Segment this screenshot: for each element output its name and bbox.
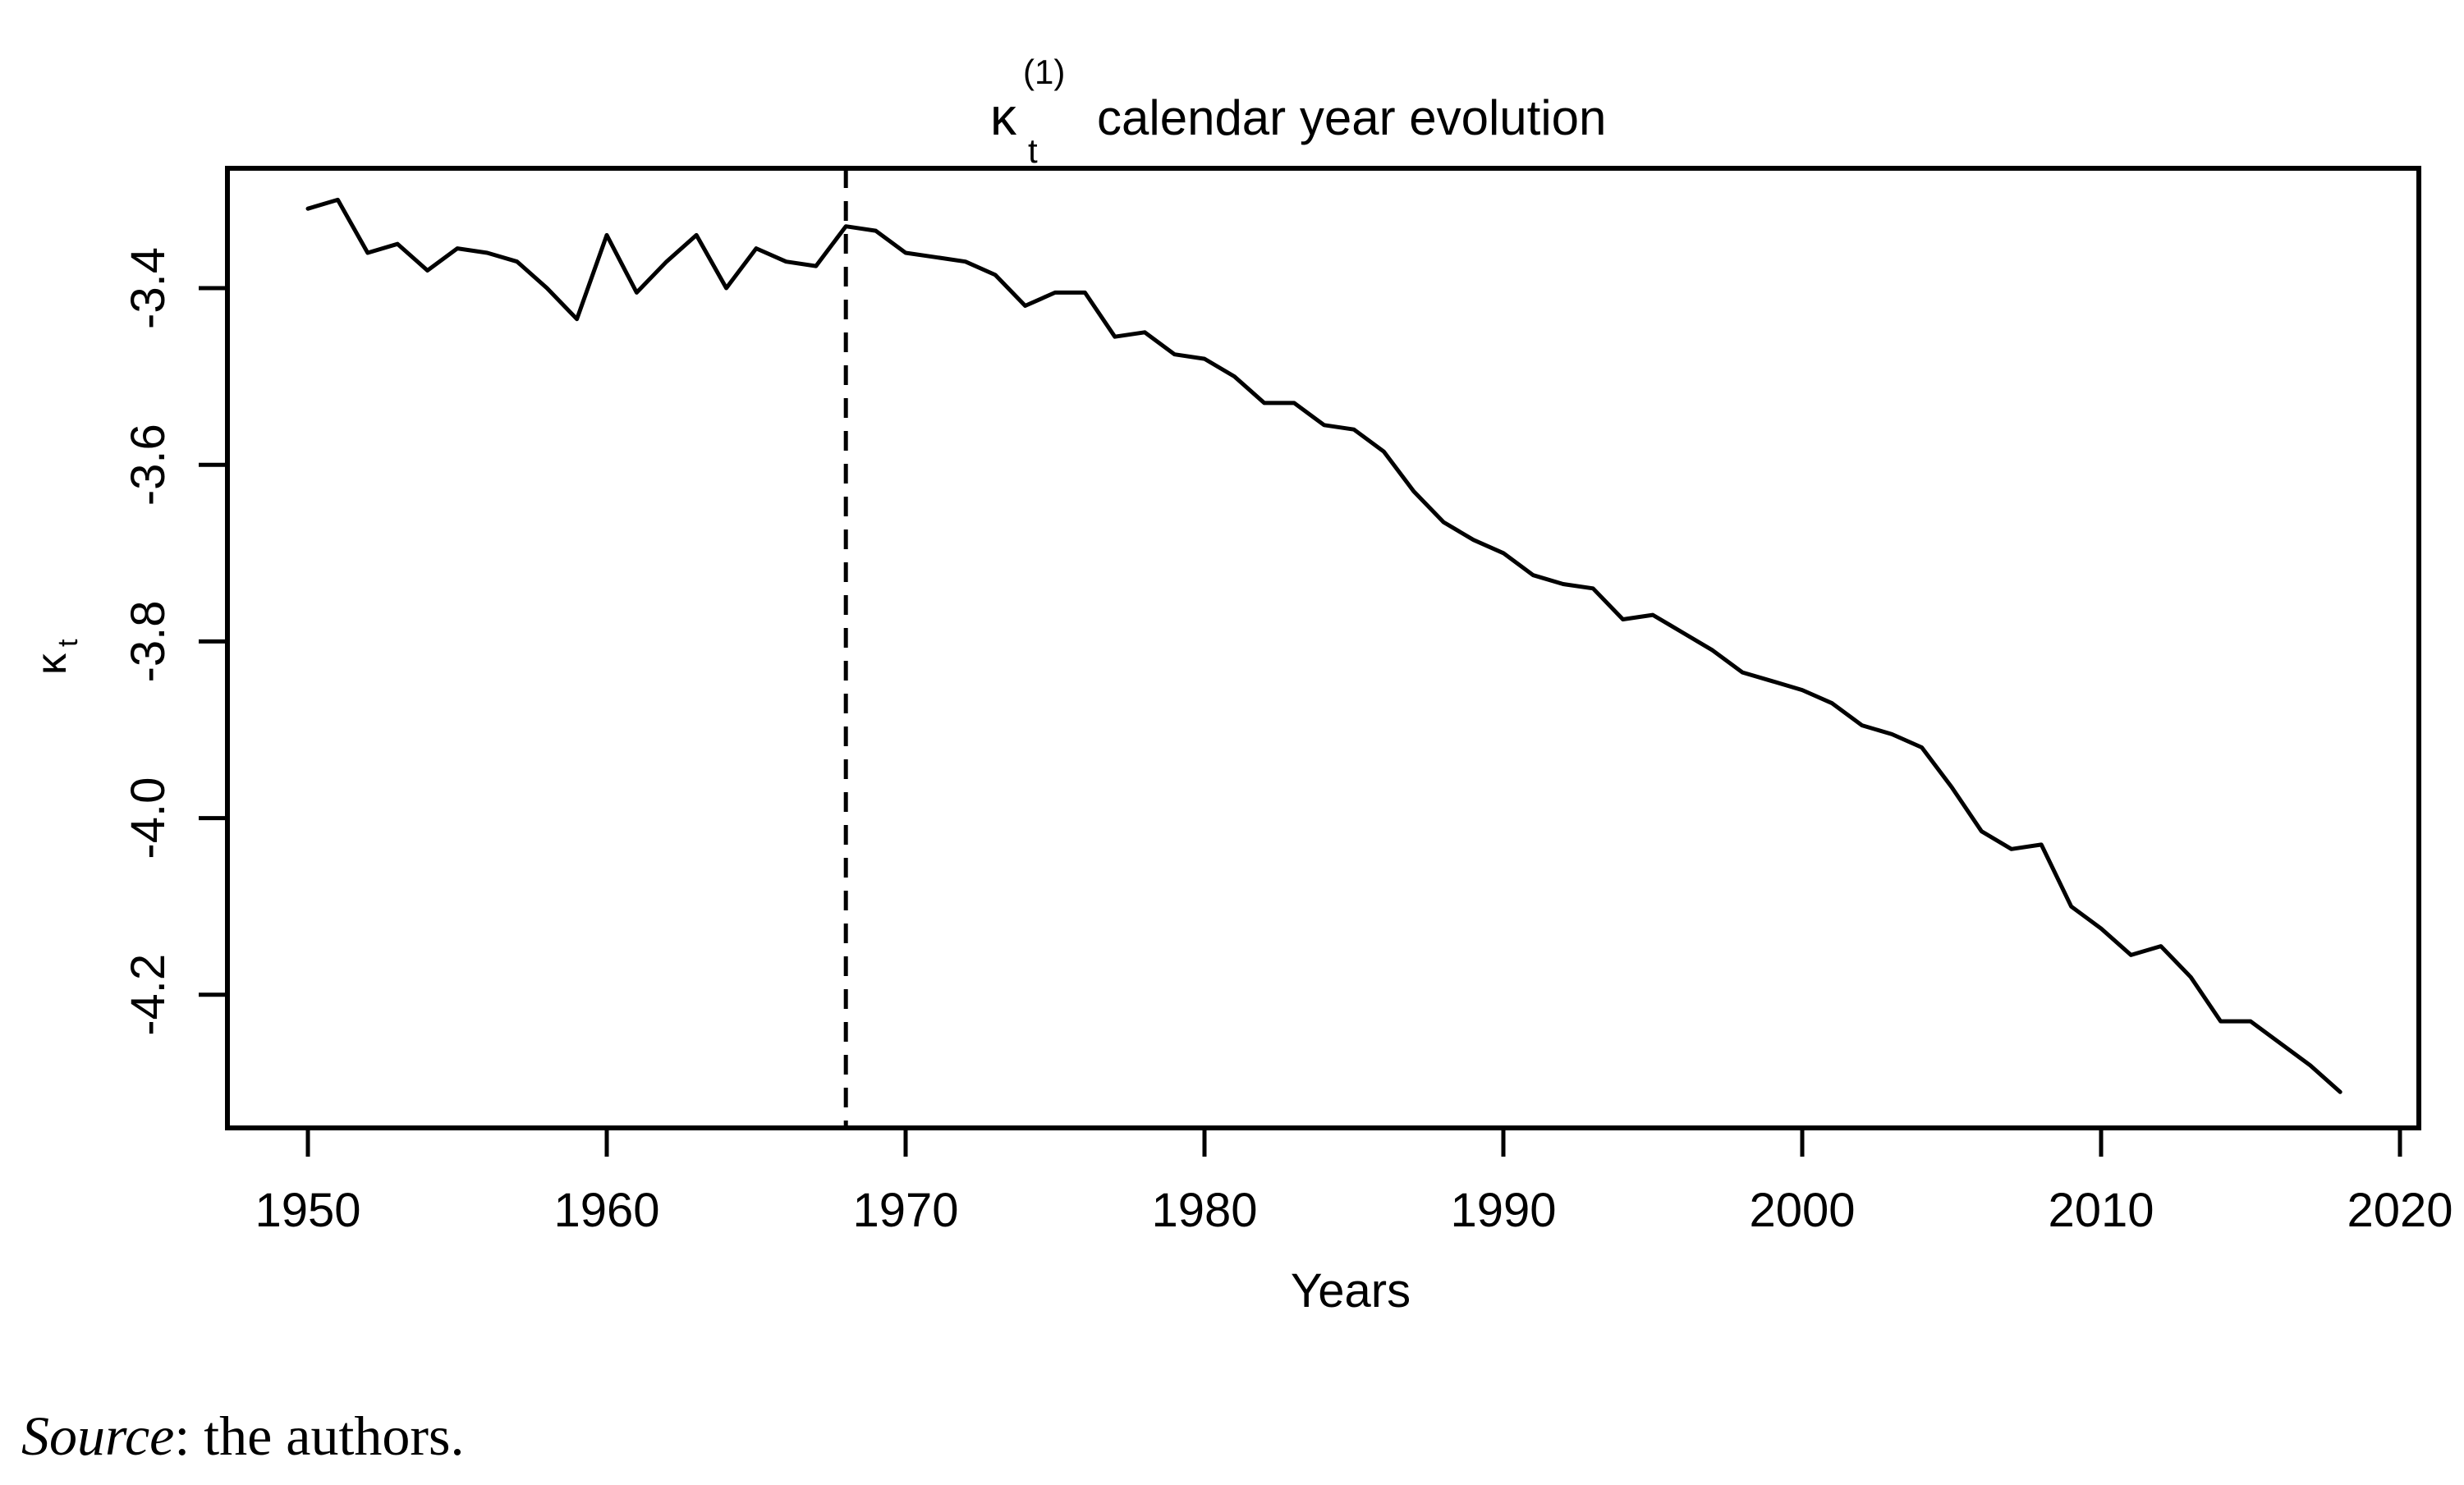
- kappa-series-line: [305, 197, 2342, 1094]
- y-tick-label: -4.2: [122, 954, 175, 1036]
- y-axis-title-subscript: t: [53, 639, 84, 647]
- source-note-text: : the authors.: [174, 1405, 464, 1467]
- y-axis-title: κ t: [28, 639, 84, 675]
- x-tick-label: 1990: [1450, 1184, 1556, 1237]
- x-tick-label: 1960: [553, 1184, 659, 1237]
- x-tick-label: 2010: [2048, 1184, 2154, 1237]
- source-note-label: Source: [21, 1405, 174, 1467]
- y-axis-ticks: [199, 286, 227, 997]
- y-tick-label: -3.6: [122, 424, 175, 506]
- y-axis-title-kappa: κ: [28, 653, 76, 675]
- y-tick-label: -3.4: [122, 247, 175, 329]
- x-tick-label: 2020: [2347, 1184, 2453, 1237]
- plot-title: κ (1) t calendar year evolution: [990, 53, 1606, 170]
- x-axis-title: Years: [1291, 1264, 1411, 1318]
- title-kappa-symbol: κ: [990, 87, 1017, 146]
- y-axis-tick-labels: -3.4 -3.6 -3.8 -4.0 -4.2: [122, 247, 175, 1036]
- x-tick-label: 1950: [255, 1184, 360, 1237]
- plot-frame: [225, 166, 2421, 1130]
- title-text: calendar year evolution: [1097, 90, 1606, 145]
- x-tick-label: 1970: [852, 1184, 958, 1237]
- x-axis-ticks: [305, 1128, 2402, 1157]
- y-tick-label: -4.0: [122, 777, 175, 859]
- y-tick-label: -3.8: [122, 600, 175, 682]
- title-superscript: (1): [1023, 53, 1065, 91]
- x-tick-label: 2000: [1749, 1184, 1855, 1237]
- x-axis-tick-labels: 1950 1960 1970 1980 1990 2000 2010 2020: [255, 1184, 2453, 1237]
- source-note: Source: the authors.: [21, 1405, 464, 1467]
- x-tick-label: 1980: [1151, 1184, 1257, 1237]
- title-subscript: t: [1028, 131, 1038, 170]
